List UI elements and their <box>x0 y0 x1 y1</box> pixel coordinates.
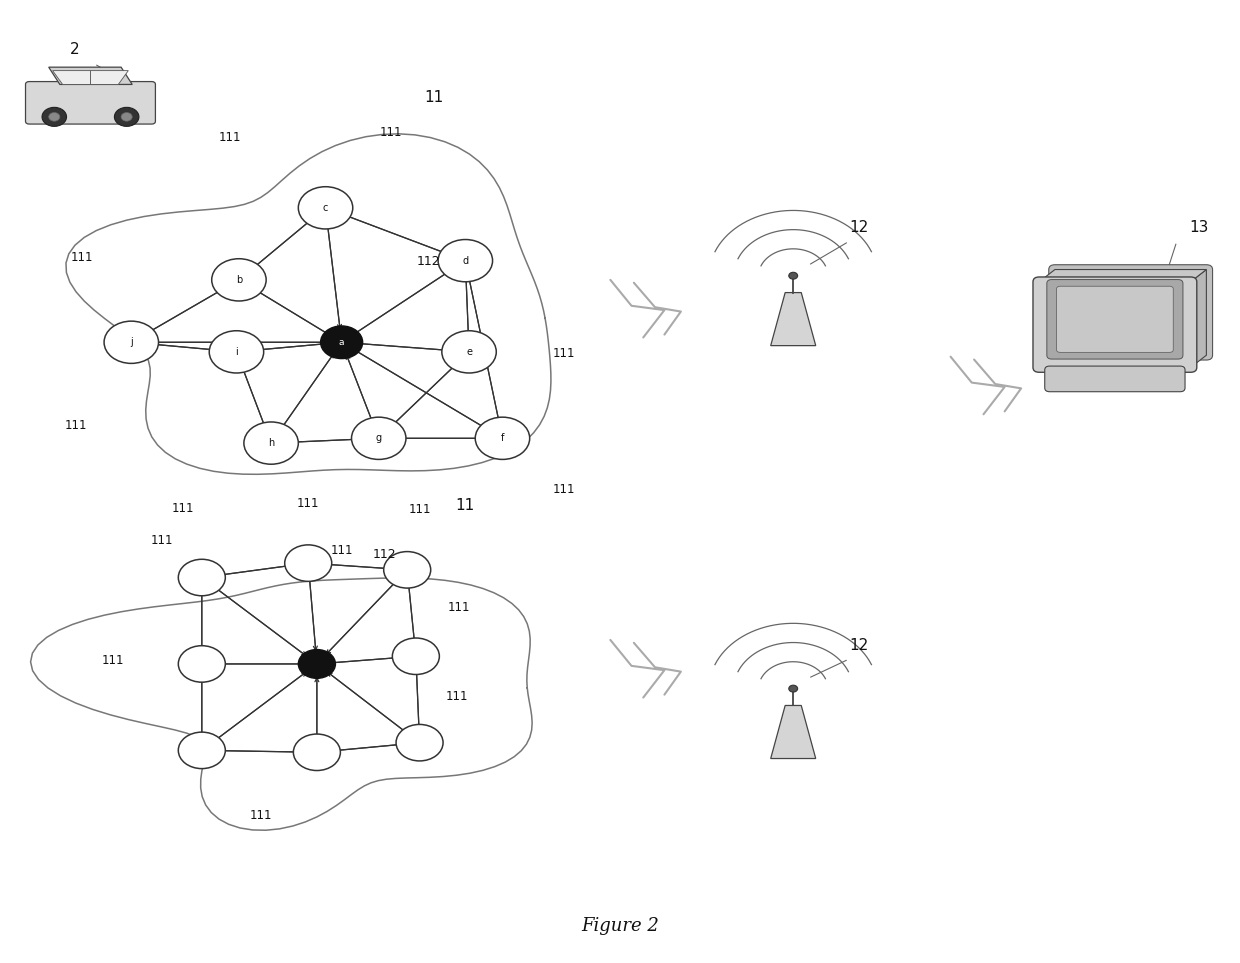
Circle shape <box>441 330 496 373</box>
Text: 12: 12 <box>849 638 868 653</box>
Text: a: a <box>339 338 345 347</box>
Text: 111: 111 <box>553 483 575 496</box>
Circle shape <box>210 330 264 373</box>
Text: 111: 111 <box>553 347 575 359</box>
Circle shape <box>299 649 336 678</box>
Text: 111: 111 <box>151 534 174 547</box>
Text: 111: 111 <box>330 543 353 557</box>
Text: f: f <box>501 433 505 443</box>
Text: 111: 111 <box>219 131 242 143</box>
Text: 112: 112 <box>373 548 397 561</box>
Circle shape <box>179 732 226 768</box>
Text: d: d <box>463 255 469 266</box>
FancyBboxPatch shape <box>26 82 155 124</box>
Circle shape <box>789 686 797 692</box>
Text: 111: 111 <box>445 690 467 703</box>
Text: 2: 2 <box>69 42 79 57</box>
Text: g: g <box>376 433 382 443</box>
Text: i: i <box>236 347 238 357</box>
Circle shape <box>285 545 332 582</box>
Text: j: j <box>130 337 133 348</box>
Circle shape <box>114 107 139 126</box>
Text: Figure 2: Figure 2 <box>582 917 658 935</box>
FancyBboxPatch shape <box>1045 366 1185 392</box>
Circle shape <box>351 417 405 459</box>
Circle shape <box>396 724 443 761</box>
Circle shape <box>383 552 430 588</box>
FancyBboxPatch shape <box>1033 277 1197 373</box>
Circle shape <box>48 113 60 121</box>
Circle shape <box>212 259 267 301</box>
Text: 11: 11 <box>456 498 475 513</box>
Text: 111: 111 <box>250 810 273 822</box>
FancyBboxPatch shape <box>1056 286 1173 352</box>
Text: e: e <box>466 347 472 357</box>
Text: 111: 111 <box>448 601 470 614</box>
Text: 11: 11 <box>425 91 444 105</box>
Circle shape <box>789 273 797 279</box>
Circle shape <box>392 638 439 674</box>
Circle shape <box>104 321 159 363</box>
Polygon shape <box>91 70 128 85</box>
Text: 111: 111 <box>172 503 195 515</box>
FancyBboxPatch shape <box>1049 265 1213 360</box>
Circle shape <box>179 646 226 682</box>
FancyBboxPatch shape <box>1047 279 1183 359</box>
Text: 111: 111 <box>71 250 93 264</box>
Polygon shape <box>52 70 91 85</box>
Text: c: c <box>322 203 329 213</box>
Circle shape <box>438 240 492 282</box>
Text: 111: 111 <box>102 654 124 667</box>
Polygon shape <box>1039 270 1207 282</box>
Circle shape <box>475 417 529 459</box>
Text: 111: 111 <box>64 419 87 431</box>
Text: h: h <box>268 438 274 448</box>
Circle shape <box>294 734 341 770</box>
Circle shape <box>244 422 299 464</box>
Circle shape <box>42 107 67 126</box>
Text: 111: 111 <box>296 498 320 510</box>
Text: 13: 13 <box>1189 220 1209 235</box>
Polygon shape <box>771 293 816 346</box>
Polygon shape <box>1190 270 1207 368</box>
Text: 111: 111 <box>379 126 402 139</box>
Polygon shape <box>771 706 816 759</box>
Polygon shape <box>48 67 133 85</box>
Text: 12: 12 <box>849 220 868 235</box>
Circle shape <box>122 113 133 121</box>
Circle shape <box>321 325 362 358</box>
Text: 112: 112 <box>417 255 440 269</box>
Circle shape <box>299 187 352 229</box>
Text: b: b <box>236 274 242 285</box>
Text: 111: 111 <box>408 504 430 516</box>
Circle shape <box>179 560 226 596</box>
